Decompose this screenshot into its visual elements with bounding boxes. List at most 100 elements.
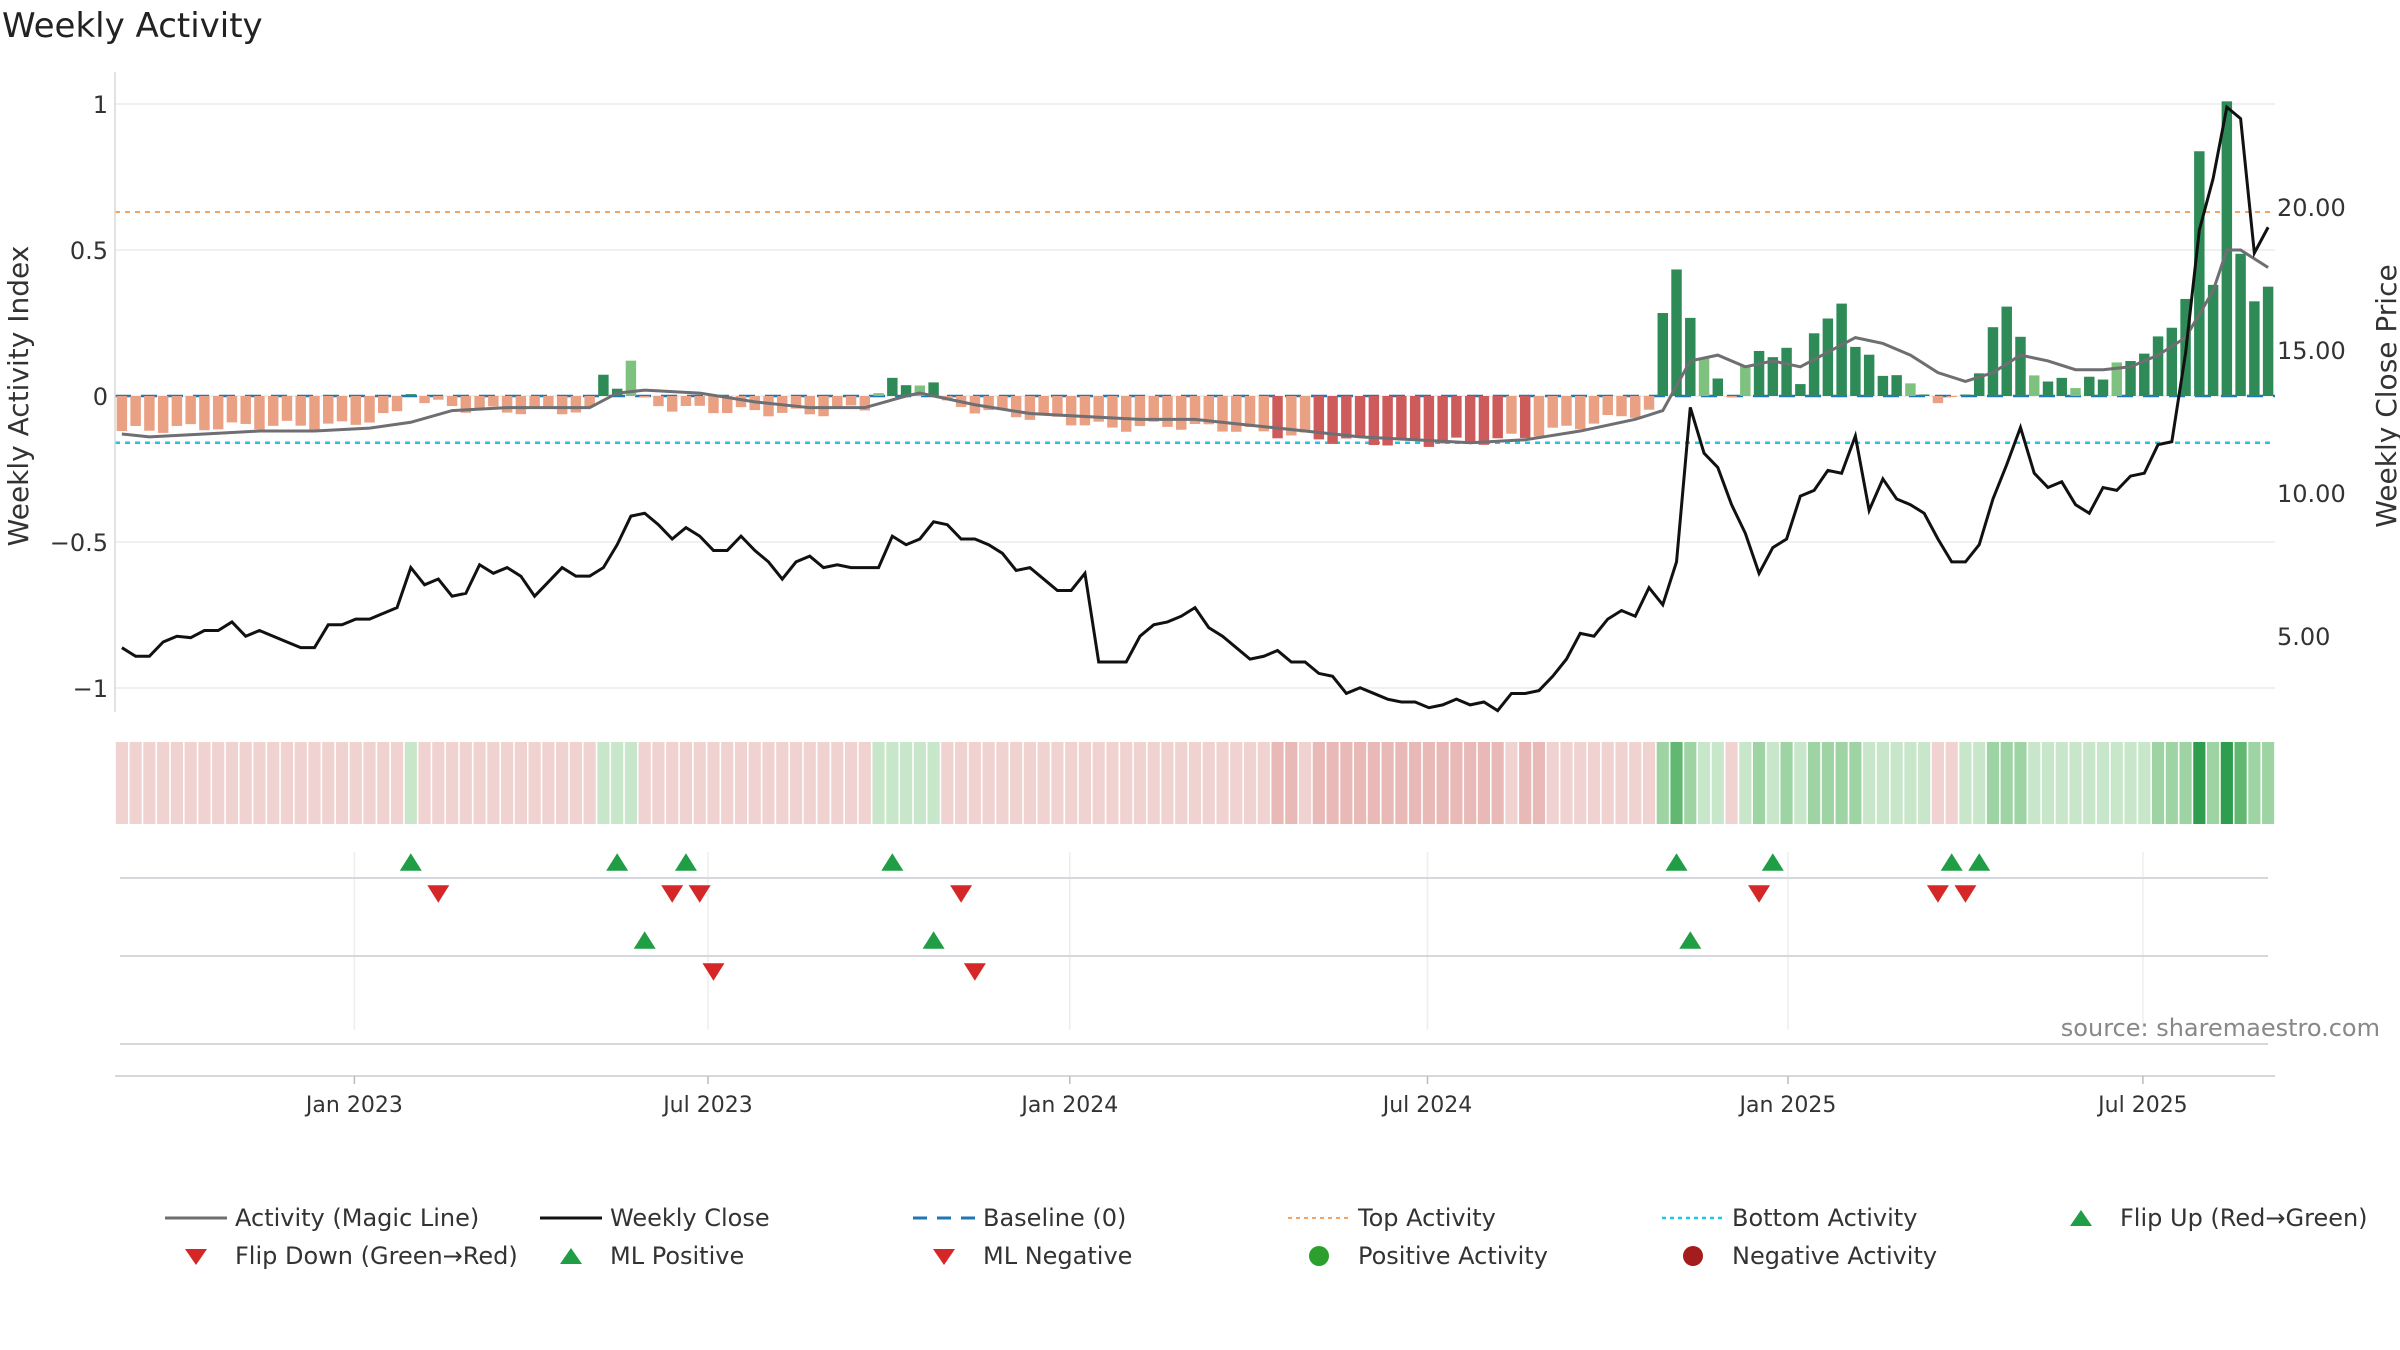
activity-bar — [1932, 396, 1944, 404]
activity-bar — [1630, 396, 1641, 418]
heat-cell — [913, 742, 926, 824]
activity-bar — [226, 396, 238, 423]
heat-cell — [721, 742, 734, 824]
heat-cell — [679, 742, 693, 824]
flip-down-marker — [427, 885, 450, 903]
activity-bar — [1602, 396, 1613, 416]
activity-bar — [832, 396, 843, 409]
heat-cell — [1175, 742, 1188, 824]
y-tick-label: 1 — [93, 91, 108, 119]
activity-bar — [1162, 396, 1173, 427]
activity-bar — [1024, 396, 1036, 420]
heat-cell — [1904, 742, 1917, 824]
activity-bar — [1286, 396, 1297, 436]
activity-bar — [997, 396, 1008, 410]
chart-title: Weekly Activity — [2, 6, 263, 46]
heat-cell — [666, 742, 679, 824]
line-icon — [540, 1216, 602, 1220]
heat-cell — [2069, 742, 2082, 824]
legend-item: Flip Up (Red→Green) — [2050, 1200, 2368, 1236]
activity-bar — [1148, 396, 1159, 422]
heat-cell — [1161, 742, 1174, 824]
activity-bar — [887, 377, 898, 396]
heat-cell — [831, 742, 844, 824]
heat-cell — [638, 742, 651, 824]
x-axis: Jan 2023 Jul 2023 Jan 2024 Jul 2024 Jan 2025… — [115, 1075, 2275, 1118]
activity-bar — [1574, 396, 1586, 430]
activity-bar — [873, 393, 884, 396]
activity-bar — [1038, 396, 1049, 415]
heat-cell — [1285, 742, 1298, 824]
y2-axis-label: Weekly Close Price — [2370, 264, 2400, 527]
heat-cell — [143, 742, 156, 824]
ml-positive-marker — [1679, 931, 1702, 949]
activity-bar — [1671, 269, 1682, 396]
heat-cell — [1422, 742, 1435, 824]
heat-cell — [2165, 742, 2178, 824]
activity-bar — [1120, 396, 1132, 432]
heat-cell — [1354, 742, 1367, 824]
ml-positive-marker — [633, 931, 656, 949]
heat-cell — [776, 742, 789, 824]
legend-item: ML Positive — [540, 1238, 744, 1274]
activity-bar — [2262, 286, 2274, 396]
activity-bar — [515, 396, 527, 415]
legend-item: Bottom Activity — [1662, 1200, 1917, 1236]
heat-cell — [1821, 742, 1834, 824]
heat-cell — [1849, 742, 1862, 824]
heat-cell — [1697, 742, 1711, 824]
heat-cell — [2014, 742, 2027, 824]
activity-bar — [1891, 375, 1902, 396]
heat-cell — [294, 742, 307, 824]
activity-bar — [199, 396, 210, 431]
heat-cell — [1863, 742, 1876, 824]
y-tick-label: 0.5 — [70, 237, 108, 265]
legend-item: Baseline (0) — [913, 1200, 1126, 1236]
activity-bar — [983, 396, 994, 411]
heat-cell — [2055, 742, 2068, 824]
heat-cell — [377, 742, 390, 824]
legend-item: Activity (Magic Line) — [165, 1200, 479, 1236]
activity-bar — [584, 396, 595, 407]
activity-bar — [323, 396, 334, 424]
activity-bar — [2235, 253, 2246, 396]
heat-cell — [1106, 742, 1119, 824]
heat-cell — [858, 742, 871, 824]
heat-cell — [1243, 742, 1257, 824]
activity-bar — [1850, 346, 1861, 396]
activity-bar — [474, 396, 485, 410]
y-axis-label: Weekly Activity Index — [2, 246, 35, 547]
activity-bar — [254, 396, 265, 430]
activity-bar — [1506, 396, 1517, 434]
heat-cell — [1876, 742, 1889, 824]
flip-up-marker — [674, 853, 697, 871]
flip-up-marker — [606, 853, 629, 871]
activity-bar — [1052, 396, 1063, 417]
activity-bar — [1822, 318, 1834, 396]
activity-bar — [1368, 396, 1380, 446]
heat-cell — [1711, 742, 1724, 824]
ml-negative-marker — [702, 963, 725, 981]
activity-bar — [1231, 396, 1242, 432]
x-tick-label: Jul 2023 — [661, 1093, 753, 1118]
heat-cell — [1766, 742, 1779, 824]
heat-cell — [900, 742, 913, 824]
activity-bar — [680, 396, 692, 406]
ml-positive-marker — [922, 931, 945, 949]
activity-bar — [1244, 396, 1256, 428]
heat-cell — [2248, 742, 2261, 824]
activity-bar — [1616, 396, 1627, 417]
activity-bar — [653, 396, 664, 407]
activity-bar — [1753, 350, 1765, 396]
activity-bar — [1382, 396, 1393, 446]
flip-up-marker — [1940, 853, 1963, 871]
heat-cell — [1051, 742, 1064, 824]
activity-bar — [1299, 396, 1311, 433]
activity-bar — [501, 396, 513, 413]
heat-cell — [501, 742, 514, 824]
activity-bar — [1905, 383, 1916, 396]
dot-icon — [1683, 1246, 1703, 1266]
y-tick-label: −1 — [73, 675, 108, 703]
activity-bar — [419, 396, 430, 404]
flip-down-marker — [661, 885, 684, 903]
